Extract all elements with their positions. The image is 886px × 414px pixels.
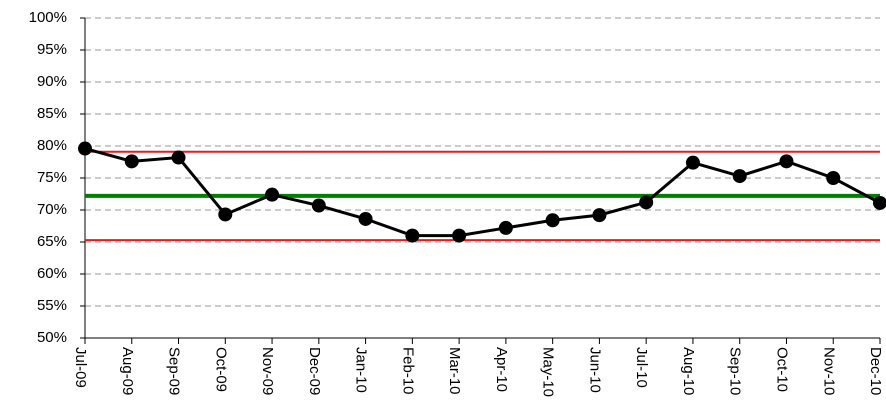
x-tick-label: Sep-09 [166, 347, 183, 395]
x-tick-label: Jan-10 [353, 347, 370, 393]
data-point [171, 150, 186, 165]
x-tick-label: Jun-10 [586, 347, 603, 393]
x-tick-label: Dec-10 [867, 347, 884, 395]
y-tick-label: 60% [37, 265, 67, 282]
y-tick-label: 55% [37, 297, 67, 314]
x-tick-label: Apr-10 [493, 347, 510, 392]
x-tick-label: Nov-09 [259, 347, 276, 395]
data-point [452, 228, 467, 243]
data-point [732, 169, 747, 184]
x-tick-label: Jul-10 [633, 347, 650, 388]
data-point [311, 198, 326, 213]
data-point [826, 171, 841, 185]
data-point [498, 220, 513, 235]
y-tick-label: 100% [29, 9, 67, 26]
x-tick-label: Sep-10 [727, 347, 744, 395]
data-point [405, 228, 420, 243]
y-tick-label: 50% [37, 329, 67, 346]
data-point [78, 141, 92, 156]
data-point [124, 154, 139, 169]
data-point [592, 208, 607, 223]
data-point [639, 195, 654, 210]
y-tick-label: 70% [37, 201, 67, 218]
y-tick-label: 75% [37, 169, 67, 186]
y-tick-label: 85% [37, 105, 67, 122]
x-tick-label: Nov-10 [820, 347, 837, 395]
x-tick-label: May-10 [540, 347, 557, 397]
data-point [873, 195, 886, 210]
data-point [358, 211, 373, 226]
x-tick-label: Mar-10 [446, 347, 463, 395]
x-tick-label: Jul-09 [72, 347, 89, 388]
y-tick-label: 65% [37, 233, 67, 250]
data-point [545, 213, 560, 228]
x-tick-label: Aug-10 [680, 347, 697, 395]
series-line [84, 147, 881, 238]
data-point [218, 207, 233, 222]
y-tick-label: 95% [37, 41, 67, 58]
y-tick-label: 80% [37, 137, 67, 154]
x-tick-label: Oct-09 [212, 347, 229, 392]
x-tick-label: Oct-10 [774, 347, 791, 392]
x-tick-label: Dec-09 [306, 347, 323, 395]
x-tick-label: Feb-10 [399, 347, 416, 395]
data-point [779, 154, 794, 169]
data-point [265, 187, 280, 202]
y-tick-label: 90% [37, 73, 67, 90]
x-tick-label: Aug-09 [119, 347, 136, 395]
data-point [685, 155, 700, 170]
